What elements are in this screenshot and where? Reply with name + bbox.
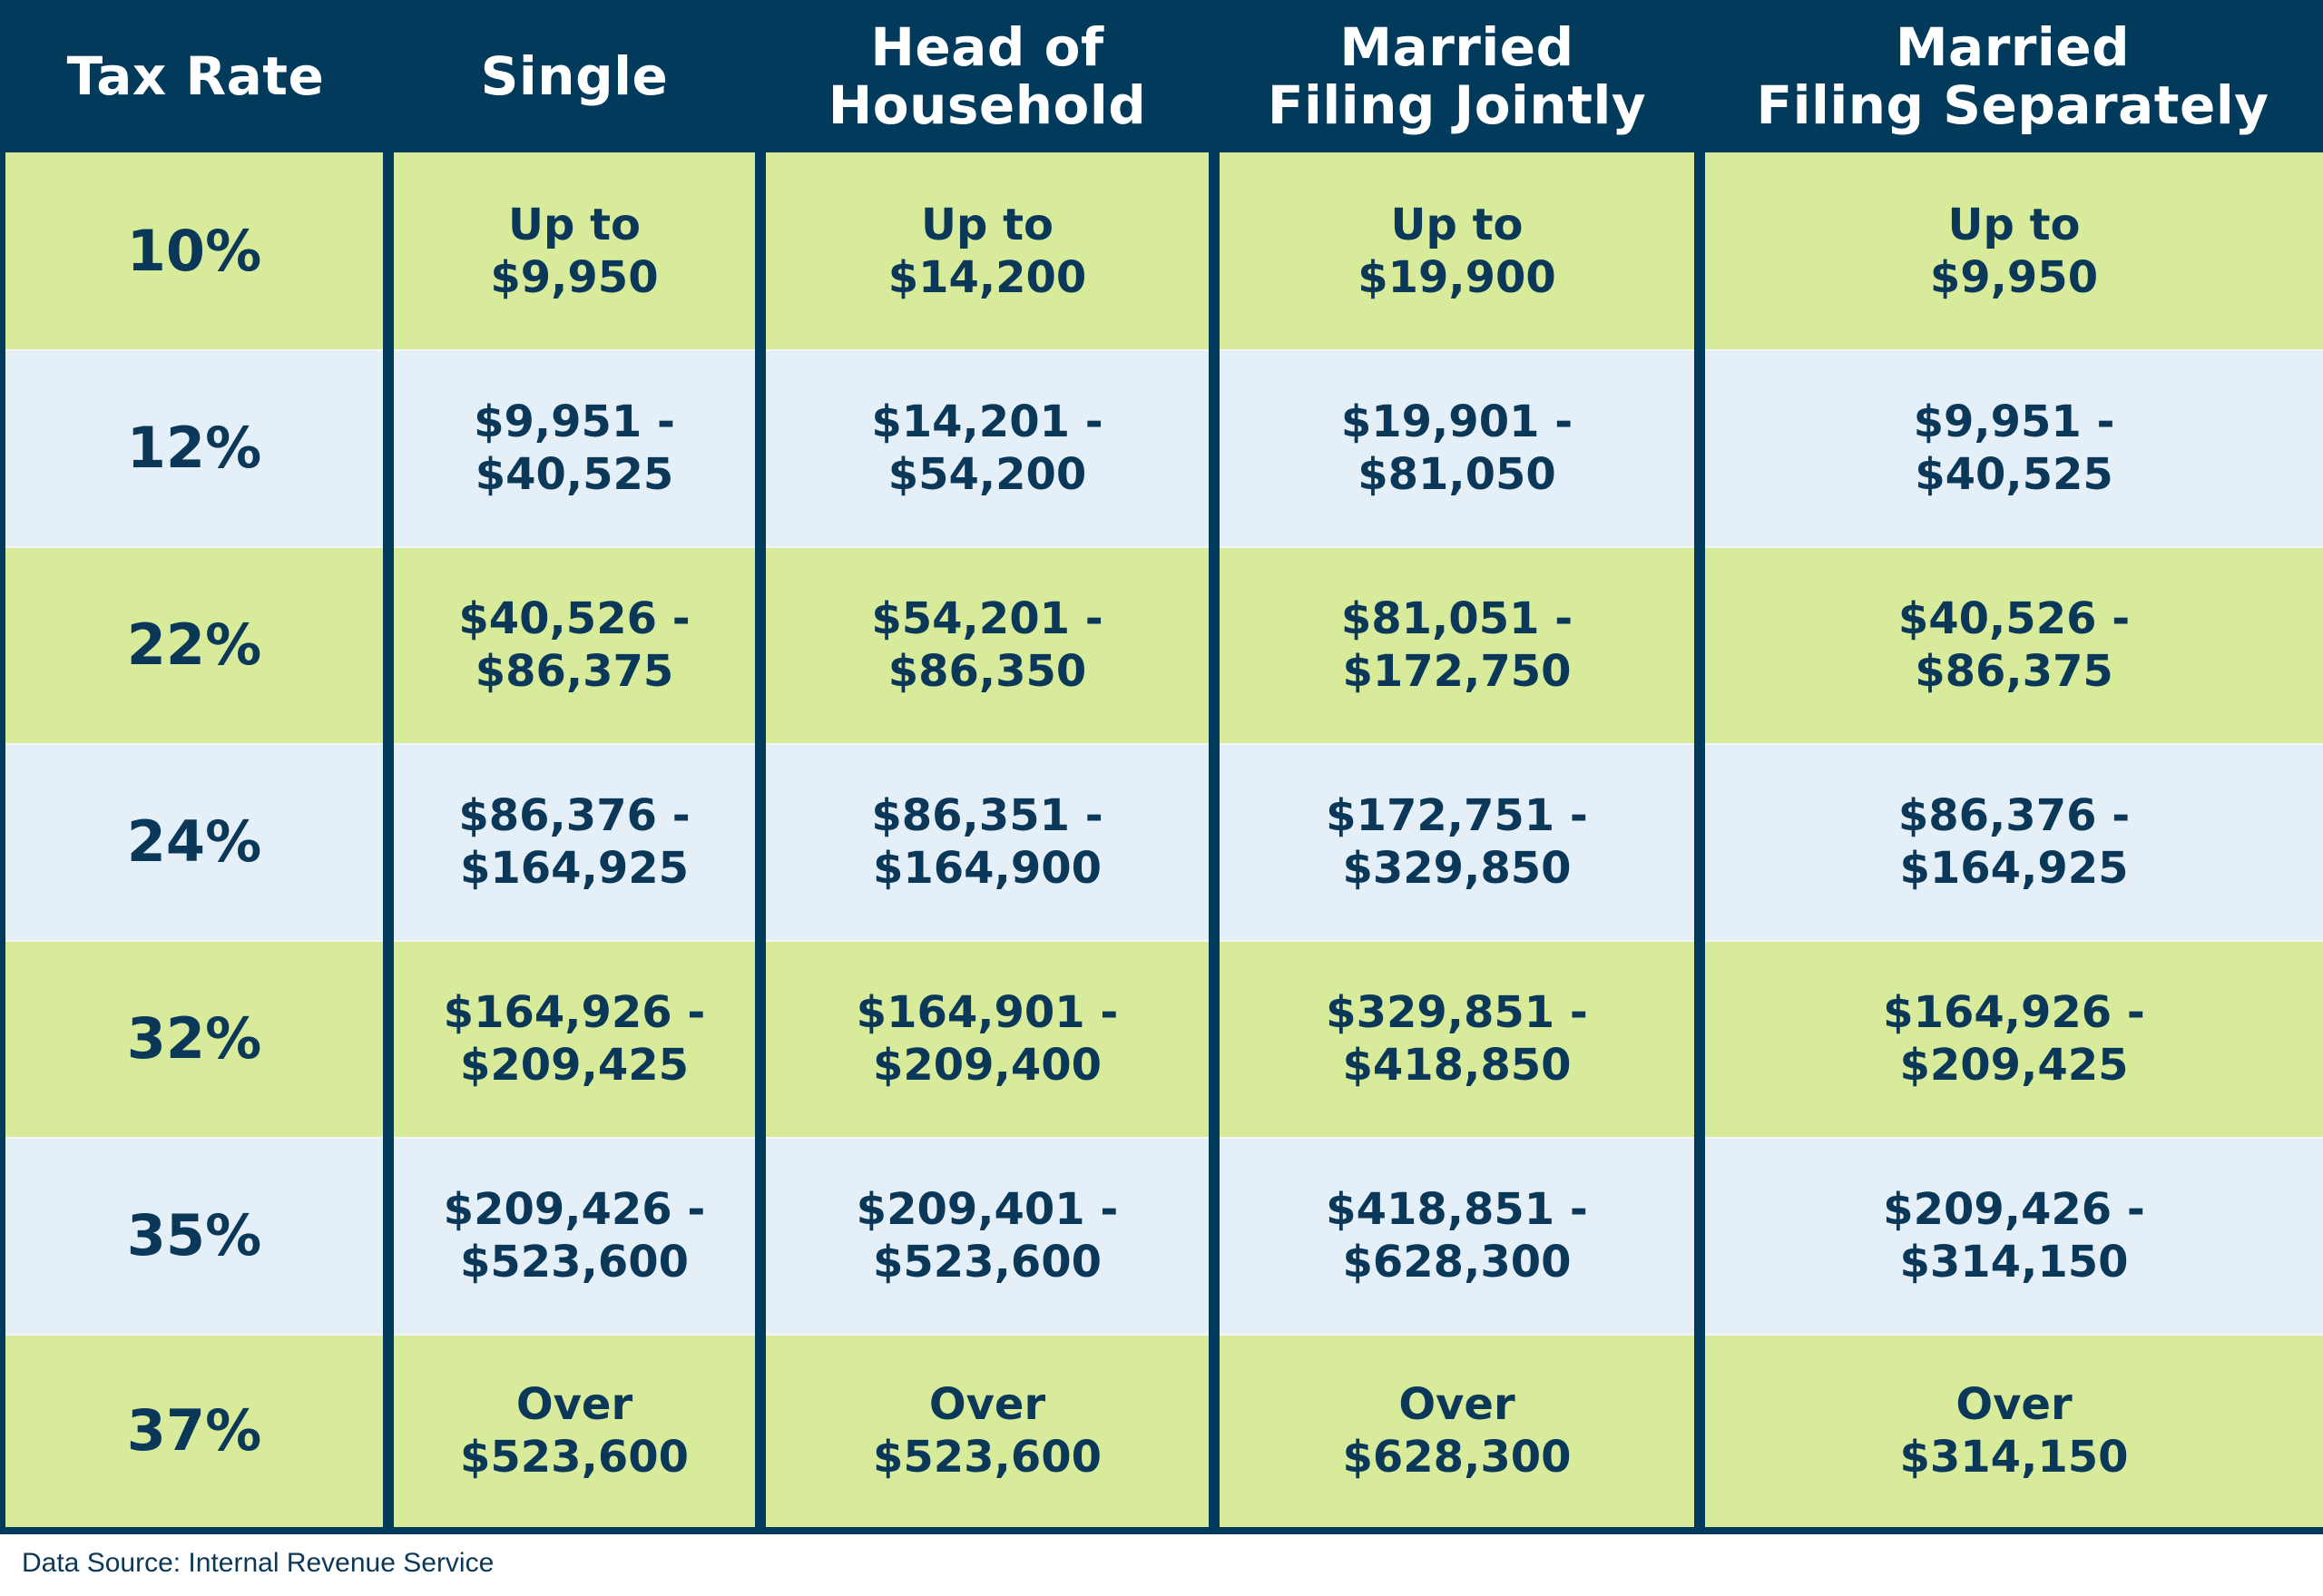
header-tax-rate: Tax Rate bbox=[3, 0, 388, 152]
married-filing-separately-cell: $86,376 - $164,925 bbox=[1694, 743, 2323, 940]
married-filing-jointly-cell: $418,851 - $628,300 bbox=[1209, 1137, 1700, 1334]
head-of-household-cell: $209,401 - $523,600 bbox=[755, 1137, 1214, 1334]
married-filing-jointly-cell: Over $628,300 bbox=[1209, 1334, 1700, 1534]
table-body: 10% Up to $9,950 Up to $14,200 Up to $19,90… bbox=[0, 152, 2323, 1534]
head-of-household-cell: $14,201 - $54,200 bbox=[755, 349, 1214, 546]
header-single: Single bbox=[388, 0, 760, 152]
table-row: 35% $209,426 - $523,600 $209,401 - $523,60… bbox=[0, 1137, 2323, 1334]
head-of-household-cell: Over $523,600 bbox=[755, 1334, 1214, 1534]
single-cell: $40,526 - $86,375 bbox=[383, 546, 760, 743]
married-filing-jointly-cell: $81,051 - $172,750 bbox=[1209, 546, 1700, 743]
married-filing-separately-cell: Up to $9,950 bbox=[1694, 152, 2323, 349]
head-of-household-cell: $164,901 - $209,400 bbox=[755, 940, 1214, 1137]
header-married-filing-separately: Married Filing Separately bbox=[1700, 0, 2323, 152]
single-cell: Over $523,600 bbox=[383, 1334, 760, 1534]
married-filing-jointly-cell: $172,751 - $329,850 bbox=[1209, 743, 1700, 940]
header-head-of-household: Head of Household bbox=[760, 0, 1214, 152]
married-filing-separately-cell: $9,951 - $40,525 bbox=[1694, 349, 2323, 546]
single-cell: $9,951 - $40,525 bbox=[383, 349, 760, 546]
married-filing-separately-cell: Over $314,150 bbox=[1694, 1334, 2323, 1534]
tax-rate-cell: 35% bbox=[0, 1137, 388, 1334]
single-cell: $164,926 - $209,425 bbox=[383, 940, 760, 1137]
married-filing-separately-cell: $164,926 - $209,425 bbox=[1694, 940, 2323, 1137]
header-row: Tax Rate Single Head of Household Marrie… bbox=[3, 0, 2323, 152]
single-cell: $209,426 - $523,600 bbox=[383, 1137, 760, 1334]
table-row: 22% $40,526 - $86,375 $54,201 - $86,350 $81… bbox=[0, 546, 2323, 743]
married-filing-jointly-cell: $19,901 - $81,050 bbox=[1209, 349, 1700, 546]
tax-rate-cell: 24% bbox=[0, 743, 388, 940]
table-row: 32% $164,926 - $209,425 $164,901 - $209,40… bbox=[0, 940, 2323, 1137]
tax-rate-cell: 10% bbox=[0, 152, 388, 349]
married-filing-jointly-cell: Up to $19,900 bbox=[1209, 152, 1700, 349]
tax-rate-cell: 22% bbox=[0, 546, 388, 743]
head-of-household-cell: $86,351 - $164,900 bbox=[755, 743, 1214, 940]
table-header: Tax Rate Single Head of Household Marrie… bbox=[3, 0, 2323, 152]
header-married-filing-jointly: Married Filing Jointly bbox=[1214, 0, 1700, 152]
married-filing-jointly-cell: $329,851 - $418,850 bbox=[1209, 940, 1700, 1137]
table-row: 24% $86,376 - $164,925 $86,351 - $164,900 $… bbox=[0, 743, 2323, 940]
table-row: 10% Up to $9,950 Up to $14,200 Up to $19,90… bbox=[0, 152, 2323, 349]
tax-rate-cell: 12% bbox=[0, 349, 388, 546]
single-cell: $86,376 - $164,925 bbox=[383, 743, 760, 940]
tax-rate-cell: 32% bbox=[0, 940, 388, 1137]
data-source-note: Data Source: Internal Revenue Service bbox=[22, 1548, 495, 1578]
tax-rate-cell: 37% bbox=[0, 1334, 388, 1534]
table-row: 37% Over $523,600 Over $523,600 Over $628,3… bbox=[0, 1334, 2323, 1534]
head-of-household-cell: Up to $14,200 bbox=[755, 152, 1214, 349]
married-filing-separately-cell: $209,426 - $314,150 bbox=[1694, 1137, 2323, 1334]
head-of-household-cell: $54,201 - $86,350 bbox=[755, 546, 1214, 743]
tax-bracket-table: Tax Rate Single Head of Household Marrie… bbox=[0, 0, 2323, 1534]
table-row: 12% $9,951 - $40,525 $14,201 - $54,200 $19,… bbox=[0, 349, 2323, 546]
married-filing-separately-cell: $40,526 - $86,375 bbox=[1694, 546, 2323, 743]
single-cell: Up to $9,950 bbox=[383, 152, 760, 349]
